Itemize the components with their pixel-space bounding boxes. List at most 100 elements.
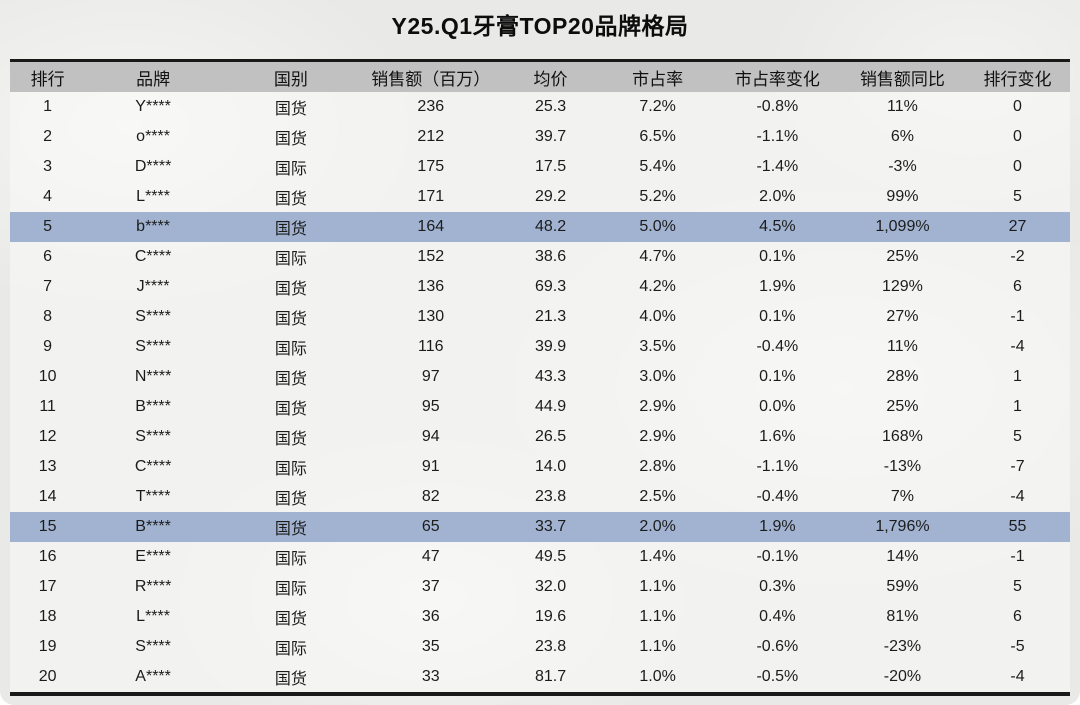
table-cell: 29.2 [534,188,567,205]
table-header: 排行 品牌 国别 销售额（百万） 均价 市占率 市占率变化 销售额同比 排行变化 [10,60,1070,92]
table-cell: 0 [1013,98,1022,115]
table-cell: 国货 [274,371,307,388]
table-cell: 39.7 [534,128,567,145]
table-cell: 1 [43,98,53,115]
table-cell: 1,796% [875,518,930,535]
page-title: Y25.Q1牙膏TOP20品牌格局 [391,13,689,39]
table-cell: 236 [417,98,445,115]
table-row: 3 D**** 国际 175 17.5 5.4% -1.4% -3% 0 [10,152,1070,182]
column-header: 排行 [10,60,86,92]
table-cell: 152 [417,248,445,265]
table-cell: 6 [1013,608,1022,625]
table-container: 排行 品牌 国别 销售额（百万） 均价 市占率 市占率变化 销售额同比 排行变化 1 Y**** 国… [10,59,1070,696]
table-cell: 5 [43,218,53,235]
table-cell: 1.1% [639,638,676,655]
table-cell: 35 [421,638,440,655]
table-cell: 13 [38,458,57,475]
table-cell: 55 [1008,518,1027,535]
table-cell: 129% [881,278,923,295]
table-cell: 0 [1013,158,1022,175]
table-cell: 国际 [274,461,307,478]
table-cell: -4 [1010,338,1025,355]
table-row: 9 S**** 国际 116 39.9 3.5% -0.4% 11% -4 [10,332,1070,362]
table-cell: 212 [417,128,445,145]
table-cell: 6 [1013,278,1022,295]
table-cell: -5 [1010,638,1025,655]
table-cell: -0.4% [756,488,799,505]
table-cell: 1.9% [759,518,796,535]
table-cell: -1 [1010,548,1025,565]
table-cell: Y**** [135,98,171,115]
table-cell: -1.1% [756,128,799,145]
table-cell: 2 [43,128,53,145]
table-cell: b**** [136,218,170,235]
table-cell: 19 [38,638,57,655]
table-cell: 81% [886,608,919,625]
column-header: 均价 [500,60,601,92]
table-cell: 5 [1013,188,1022,205]
table-cell: 4.5% [759,218,796,235]
table-cell: 5.0% [639,218,676,235]
table-cell: 3.0% [639,368,676,385]
table-cell: 25% [886,248,919,265]
table-cell: 27% [886,308,919,325]
table-cell: 4 [43,188,53,205]
table-cell: 175 [417,158,445,175]
table-cell: 65 [421,518,440,535]
table-cell: 1.9% [759,278,796,295]
table-cell: 164 [417,218,445,235]
table-row: 6 C**** 国际 152 38.6 4.7% 0.1% 25% -2 [10,242,1070,272]
header-row: 排行 品牌 国别 销售额（百万） 均价 市占率 市占率变化 销售额同比 排行变化 [10,60,1070,92]
table-cell: 国际 [274,581,307,598]
table-cell: 17.5 [534,158,567,175]
table-cell: E**** [135,548,171,565]
table-row: 7 J**** 国货 136 69.3 4.2% 1.9% 129% 6 [10,272,1070,302]
table-row: 10 N**** 国货 97 43.3 3.0% 0.1% 28% 1 [10,362,1070,392]
table-cell: 47 [421,548,440,565]
table-cell: 4.2% [639,278,676,295]
table-cell: 11% [887,338,918,355]
table-cell: 7.2% [639,98,676,115]
table-row: 12 S**** 国货 94 26.5 2.9% 1.6% 168% 5 [10,422,1070,452]
table-row: 18 L**** 国货 36 19.6 1.1% 0.4% 81% 6 [10,602,1070,632]
table-cell: 82 [421,488,440,505]
table-cell: 0.3% [759,578,796,595]
table-cell: 28% [886,368,919,385]
table-cell: 49.5 [534,548,567,565]
table-cell: 5 [1013,428,1022,445]
table-cell: 国货 [274,221,307,238]
table-cell: 4.0% [639,308,676,325]
table-cell: 18 [38,608,57,625]
table-row: 4 L**** 国货 171 29.2 5.2% 2.0% 99% 5 [10,182,1070,212]
table-cell: 14 [38,488,57,505]
table-cell: 32.0 [534,578,567,595]
table-cell: J**** [136,278,170,295]
table-cell: -0.8% [756,98,799,115]
table-cell: L**** [136,188,170,205]
table-cell: T**** [135,488,171,505]
table-cell: -0.5% [756,668,799,685]
column-header: 排行变化 [964,60,1070,92]
table-cell: 6.5% [639,128,676,145]
table-cell: o**** [136,128,170,145]
table-cell: 95 [421,398,440,415]
table-cell: 27 [1008,218,1027,235]
table-cell: 国际 [274,551,307,568]
table-cell: 3.5% [639,338,676,355]
table-cell: 20 [38,668,57,685]
table-cell: 38.6 [534,248,567,265]
table-row: 1 Y**** 国货 236 25.3 7.2% -0.8% 11% 0 [10,92,1070,122]
table-body: 1 Y**** 国货 236 25.3 7.2% -0.8% 11% 0 2 o**** 国货 212 3… [10,92,1070,694]
table-cell: 12 [38,428,57,445]
table-cell: 国货 [274,191,307,208]
table-cell: 1.4% [639,548,676,565]
table-cell: 11 [39,398,56,415]
table-cell: 1 [1013,368,1022,385]
table-cell: L**** [136,608,170,625]
table-cell: 91 [421,458,440,475]
table-cell: 国际 [274,341,307,358]
table-cell: 130 [417,308,445,325]
table-row: 2 o**** 国货 212 39.7 6.5% -1.1% 6% 0 [10,122,1070,152]
table-cell: N**** [134,368,172,385]
table-cell: 17 [38,578,57,595]
